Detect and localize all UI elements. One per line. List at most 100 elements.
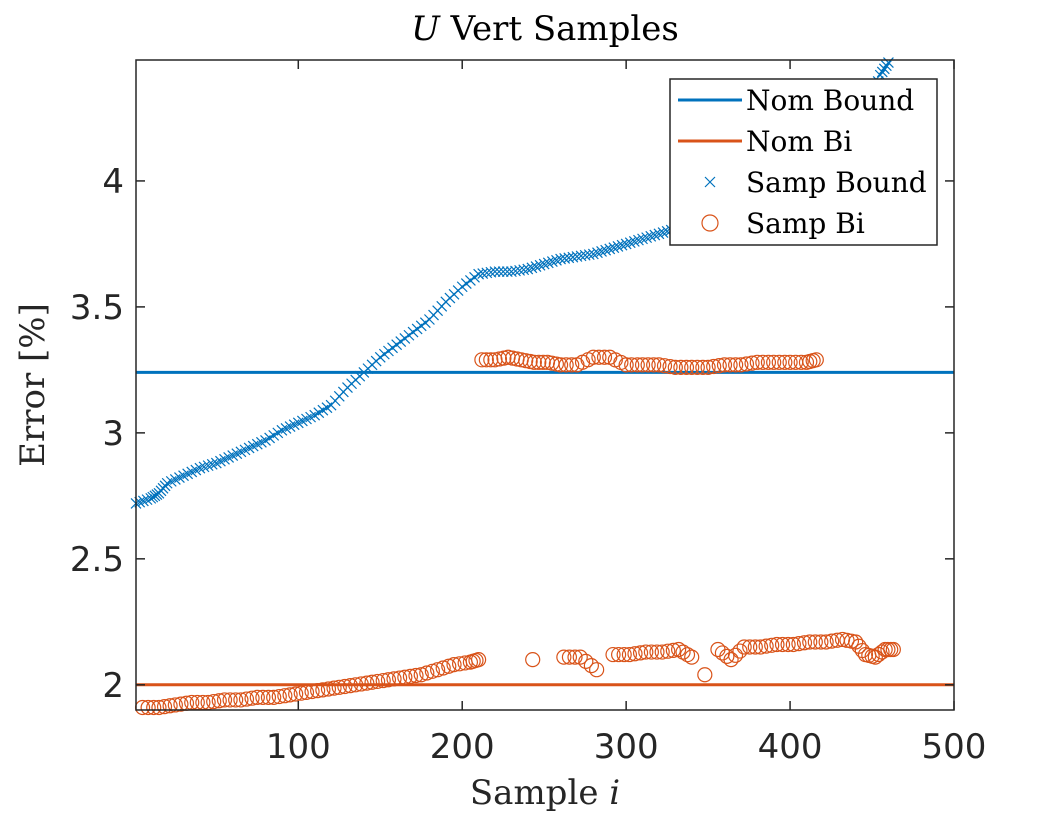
- series-point-3-0-2: [146, 699, 162, 716]
- series-point-3-13-2: [359, 675, 375, 691]
- x-tick-label-1: 200: [430, 727, 495, 767]
- series-point-2-30-2: [612, 241, 624, 252]
- series-point-3-58-0: [736, 639, 752, 655]
- series-point-3-5-1: [222, 692, 238, 708]
- series-point-2-3-2: [169, 474, 181, 485]
- series-point-2-30-1: [608, 242, 620, 254]
- series-point-3-63-0: [818, 634, 834, 650]
- series-point-2-30-0: [604, 243, 616, 255]
- y-tick-label-1: 2.5: [70, 540, 124, 580]
- series-point-3-10-2: [310, 683, 326, 699]
- series-point-2-5-2: [202, 460, 214, 472]
- series-point-2-31-3: [633, 234, 644, 246]
- series-point-3-7-2: [260, 689, 277, 706]
- series-point-3-21: [471, 652, 487, 668]
- series-point-3-33-1: [640, 357, 656, 373]
- series-point-3-34-2: [662, 358, 678, 375]
- series-point-2-48: [883, 57, 894, 68]
- series-point-2-8-2: [251, 438, 263, 450]
- series-point-2-0-3: [141, 494, 153, 506]
- series-point-3-22-1: [478, 352, 494, 368]
- series-point-3-18-0: [430, 662, 446, 678]
- series-point-2-23-1: [493, 266, 505, 278]
- series-point-2-7-3: [239, 444, 251, 456]
- series-point-3-7-1: [255, 689, 271, 706]
- series-point-3-9-1: [288, 686, 304, 702]
- series-point-2-0-2: [137, 495, 149, 507]
- series-point-2-3-0: [161, 477, 173, 489]
- series-point-2-29-3: [600, 244, 612, 256]
- series-point-3-8-1: [271, 688, 287, 705]
- series-point-3-9-0: [282, 687, 298, 703]
- series-point-3-57-2: [732, 643, 748, 659]
- series-point-3-2-1: [173, 696, 189, 712]
- series-point-3-12-1: [337, 678, 353, 695]
- series-point-3-17-0: [413, 667, 429, 683]
- series-point-2-29-0: [587, 248, 599, 260]
- series-point-3-56-2: [719, 648, 735, 664]
- series-point-3-34-0: [651, 357, 667, 373]
- legend-label-3: Samp Bi: [746, 207, 865, 240]
- series-point-3-60-0: [769, 636, 785, 653]
- series-point-3-38-1: [722, 357, 738, 373]
- series-point-3-50-1: [627, 646, 643, 662]
- series-point-3-56-0: [710, 641, 726, 658]
- series-point-3-55: [697, 667, 713, 683]
- series-point-2-4-0: [178, 470, 189, 482]
- legend-label-2: Samp Bound: [746, 166, 927, 199]
- series-point-3-4-2: [211, 693, 227, 709]
- series-point-3-6-2: [244, 690, 260, 706]
- series-point-3-36-1: [689, 359, 705, 375]
- series-point-2-7-0: [227, 450, 239, 461]
- series-point-3-47-2: [583, 658, 599, 674]
- y-tick-label-3: 3.5: [70, 288, 124, 328]
- series-point-3-61-1: [791, 636, 807, 652]
- legend-marker-3: [701, 214, 719, 232]
- y-tick-label-0: 2: [102, 666, 124, 706]
- series-point-3-5-0: [216, 692, 233, 708]
- series-point-3-30-1: [591, 349, 607, 365]
- series-point-2-26-1: [542, 257, 554, 269]
- series-point-2-26-0: [538, 258, 550, 270]
- series-point-3-52-0: [654, 644, 670, 660]
- series-point-3-39-2: [744, 355, 760, 371]
- series-point-3-12-2: [342, 678, 359, 694]
- series-point-3-58-1: [742, 639, 758, 655]
- series-point-3-11-1: [320, 681, 337, 697]
- series-point-3-5-2: [228, 692, 244, 708]
- series-point-2-32-3: [649, 229, 661, 241]
- axis-ticks: 100 200 300 400 500 2 2.5 3 3.5 4: [70, 60, 986, 767]
- series-point-3-47-1: [578, 653, 594, 669]
- series-point-3-47-0: [572, 649, 588, 665]
- series-point-3-54: [684, 649, 700, 665]
- x-axis-label-symbol: i: [609, 773, 620, 813]
- series-point-3-42-0: [782, 354, 798, 370]
- x-axis-label-text: Sample: [470, 773, 609, 813]
- series-point-3-53-1: [675, 644, 691, 660]
- series-point-2-31-1: [624, 237, 636, 249]
- legend-label-0: Nom Bound: [746, 84, 914, 117]
- series-point-3-40-2: [760, 354, 777, 370]
- series-point-2-6-3: [223, 452, 235, 463]
- series-point-2-5-3: [206, 458, 218, 470]
- series-point-3-34-1: [656, 358, 673, 374]
- series-point-2-25-2: [530, 261, 542, 273]
- series-point-2-25-1: [526, 262, 538, 274]
- series-point-3-44: [808, 352, 824, 368]
- series-point-3-26-0: [526, 354, 542, 370]
- series-point-3-41-1: [771, 354, 787, 370]
- series-point-3-51-2: [649, 644, 665, 660]
- series-point-2-8-1: [247, 440, 259, 452]
- legend-box: [669, 78, 938, 246]
- series-point-2-31-2: [628, 235, 640, 247]
- series-point-3-1-2: [162, 698, 178, 714]
- series-point-2-3-3: [174, 472, 185, 484]
- series-point-3-49-1: [611, 646, 627, 663]
- series-lines: [136, 370, 954, 687]
- series-point-2-23-3: [501, 266, 513, 278]
- y-axis-label: Error [%]: [13, 303, 53, 467]
- series-point-3-11-2: [326, 680, 342, 696]
- series-point-3-32-2: [629, 357, 645, 373]
- series-point-2-5-0: [194, 462, 206, 474]
- series-point-3-14-1: [370, 673, 386, 690]
